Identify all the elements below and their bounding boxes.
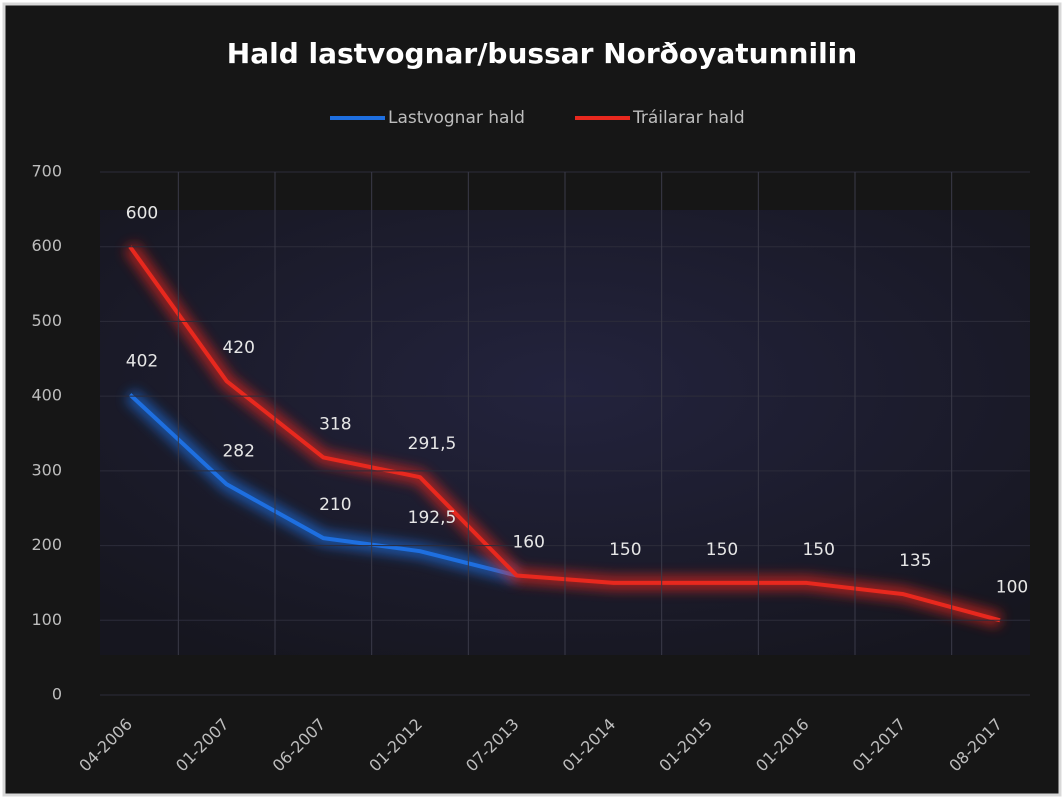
data-label: 600 <box>126 204 158 224</box>
data-label: 192,5 <box>408 508 457 528</box>
y-tick-label: 400 <box>31 386 62 405</box>
legend-label: Tráilarar hald <box>632 108 745 128</box>
data-label: 150 <box>609 540 641 560</box>
data-label: 135 <box>899 551 931 571</box>
series-line <box>128 393 518 578</box>
data-label: 100 <box>996 577 1028 597</box>
data-label: 210 <box>319 495 351 515</box>
data-label: 291,5 <box>408 434 457 454</box>
data-label: 318 <box>319 414 351 434</box>
y-tick-label: 300 <box>31 460 62 479</box>
y-tick-label: 0 <box>52 685 62 704</box>
data-label: 282 <box>222 441 254 461</box>
data-label: 150 <box>802 540 834 560</box>
y-tick-label: 700 <box>31 162 62 181</box>
y-tick-label: 600 <box>31 236 62 255</box>
y-tick-label: 200 <box>31 535 62 554</box>
y-tick-label: 100 <box>31 610 62 629</box>
legend-label: Lastvognar hald <box>388 108 525 128</box>
data-label: 402 <box>126 352 158 372</box>
data-label: 150 <box>706 540 738 560</box>
data-label: 420 <box>222 338 254 358</box>
data-label: 160 <box>512 532 544 552</box>
chart-title: Hald lastvognar/bussar Norðoyatunnilin <box>227 37 857 70</box>
y-tick-label: 500 <box>31 311 62 330</box>
